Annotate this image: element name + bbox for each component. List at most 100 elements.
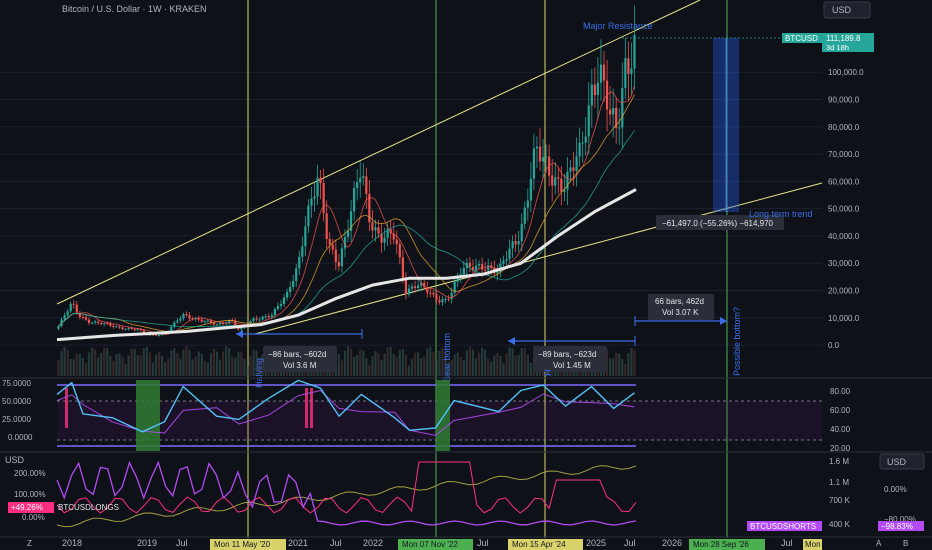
candle-body-47 xyxy=(200,319,203,322)
price-tag-countdown: 3d 18h xyxy=(826,43,849,52)
candle-body-18 xyxy=(112,325,115,327)
volume-bar-126 xyxy=(441,347,444,376)
reset-zoom-button[interactable]: Z xyxy=(27,539,32,548)
volume-bar-33 xyxy=(157,352,161,376)
candle-body-25 xyxy=(133,328,136,330)
halving-label: Halving xyxy=(254,358,264,388)
candle-body-97 xyxy=(353,188,356,212)
volume-bar-154 xyxy=(526,354,529,376)
volume-bar-116 xyxy=(410,359,414,376)
x-label-2025: 2025 xyxy=(586,538,606,548)
volume-bar-36 xyxy=(167,358,170,376)
price-tick-5: 50,000.0 xyxy=(828,205,860,214)
candle-body-96 xyxy=(349,211,353,231)
x-highlight-apr24-bg xyxy=(508,539,583,550)
longs-percent-line xyxy=(56,460,637,526)
volume-bar-183 xyxy=(615,352,618,376)
halving-2024-label: H xyxy=(543,370,553,377)
volume-bar-139 xyxy=(481,347,484,376)
candle-body-153 xyxy=(523,207,526,224)
candle-body-60 xyxy=(240,327,243,330)
candle-body-7 xyxy=(78,312,81,317)
volume-bar-45 xyxy=(194,356,197,376)
candle-body-28 xyxy=(142,330,145,334)
candle-body-125 xyxy=(438,300,441,303)
rsi-overbought-mark-2018 xyxy=(65,388,68,428)
longs-right-tick-700k: 700 K xyxy=(829,496,851,505)
candle-body-138 xyxy=(477,264,481,266)
rsi-right-tick-40: 40.00 xyxy=(830,425,851,434)
candle-body-73 xyxy=(279,303,283,307)
currency-button-bottom[interactable] xyxy=(879,453,925,470)
x-highlight-sep26-bg xyxy=(689,539,765,550)
symbol-tag xyxy=(782,33,822,43)
volume-bar-30 xyxy=(148,352,152,376)
candle-body-128 xyxy=(447,298,450,300)
candle-body-126 xyxy=(441,299,444,303)
candle-body-189 xyxy=(633,35,636,69)
candle-body-2 xyxy=(63,315,66,320)
volume-bar-61 xyxy=(243,358,246,376)
x-highlight-nov22-bg xyxy=(398,539,473,550)
scale-mode-button[interactable]: B xyxy=(903,539,908,548)
volume-bar-114 xyxy=(404,354,408,376)
volume-bar-127 xyxy=(444,351,447,376)
candle-body-127 xyxy=(444,298,447,300)
candle-body-158 xyxy=(538,146,542,162)
volume-bar-133 xyxy=(462,360,465,376)
candle-body-49 xyxy=(206,320,209,322)
candle-body-37 xyxy=(170,326,173,332)
candle-body-66 xyxy=(258,319,261,321)
volume-bar-124 xyxy=(435,359,438,376)
volume-bar-92 xyxy=(337,354,340,376)
candle-body-46 xyxy=(197,318,200,320)
shorts-right-tick-80: −80.00% xyxy=(884,515,916,524)
candle-body-139 xyxy=(481,264,484,270)
range-arrowhead-2020 xyxy=(236,330,243,338)
candle-body-11 xyxy=(90,322,94,324)
volume-bar-142 xyxy=(490,361,493,376)
volume-bar-151 xyxy=(517,354,520,376)
candle-body-116 xyxy=(410,286,414,289)
candle-body-140 xyxy=(484,269,487,271)
candle-body-19 xyxy=(115,326,118,328)
candle-body-114 xyxy=(404,278,408,295)
longs-right-tick-400k: 400 K xyxy=(829,520,851,529)
volume-bar-135 xyxy=(468,346,472,376)
rsi-left-tick-25: 25.0000 xyxy=(2,415,31,424)
volume-bar-134 xyxy=(465,350,468,376)
candle-body-101 xyxy=(365,176,368,194)
auto-scale-button[interactable]: A xyxy=(876,539,882,548)
volume-bar-58 xyxy=(234,357,237,376)
candle-body-131 xyxy=(456,276,459,282)
shorts-name-badge xyxy=(747,521,822,531)
ma-slow-line xyxy=(58,130,635,328)
possible-bottom-label: Possible bottom? xyxy=(732,307,742,376)
volume-bar-147 xyxy=(505,353,508,376)
shorts-volume-line xyxy=(56,461,637,514)
candle-body-141 xyxy=(487,265,490,270)
volume-bar-138 xyxy=(477,352,481,376)
volume-bar-148 xyxy=(508,347,511,376)
volume-bar-42 xyxy=(185,346,188,376)
volume-bar-32 xyxy=(154,354,158,376)
currency-button-bottom-label: USD xyxy=(887,457,907,467)
x-label-2019: 2019 xyxy=(137,538,157,548)
rsi-right-tick-80: 80.00 xyxy=(830,387,851,396)
volume-bar-63 xyxy=(249,355,252,376)
candle-body-6 xyxy=(75,304,78,313)
ma-mid-line xyxy=(58,94,635,332)
currency-button-top[interactable] xyxy=(823,1,871,19)
longs-left-tick-100: 100.00% xyxy=(14,490,46,499)
volume-bar-153 xyxy=(523,347,526,376)
volume-bar-118 xyxy=(417,352,420,376)
candle-body-174 xyxy=(587,105,590,137)
candle-body-15 xyxy=(103,323,106,325)
volume-bar-15 xyxy=(103,347,106,376)
candle-body-157 xyxy=(535,146,539,149)
candle-body-81 xyxy=(304,226,307,247)
volume-bar-39 xyxy=(176,353,179,376)
candle-body-179 xyxy=(602,64,606,81)
candle-body-90 xyxy=(331,244,334,250)
volume-bar-187 xyxy=(627,353,630,376)
